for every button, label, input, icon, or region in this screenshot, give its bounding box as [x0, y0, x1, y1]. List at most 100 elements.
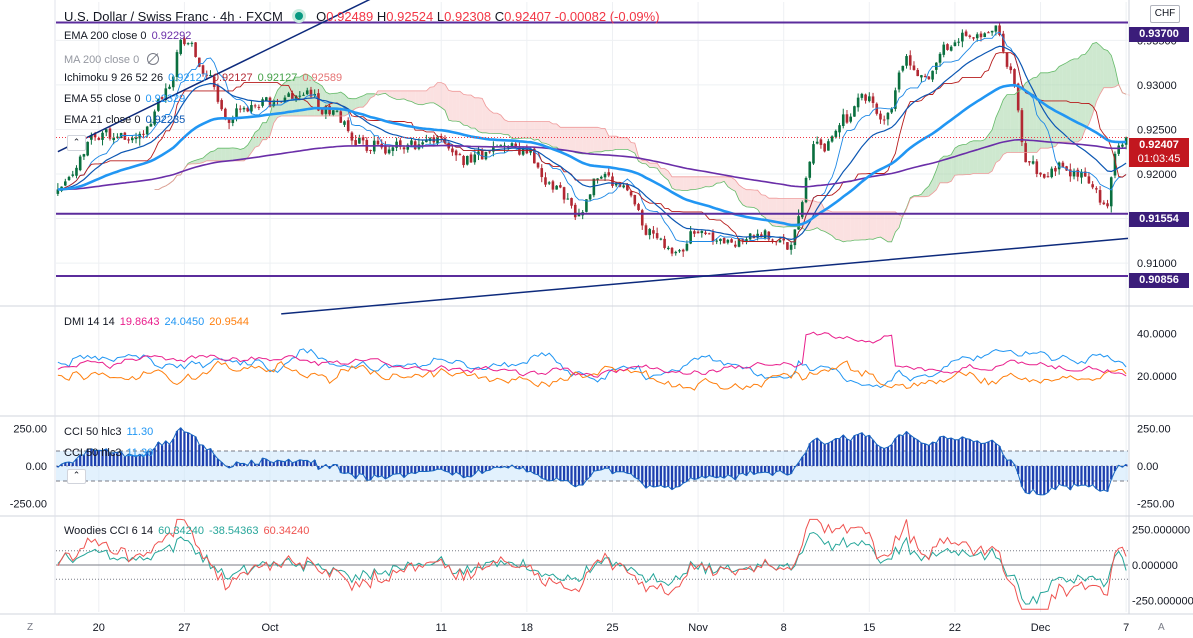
candle-body[interactable]: [681, 249, 685, 252]
candle-body[interactable]: [484, 151, 488, 160]
candle-body[interactable]: [350, 132, 354, 141]
candle-body[interactable]: [335, 110, 339, 112]
dmi-minus-line[interactable]: [57, 360, 1127, 391]
candle-body[interactable]: [536, 162, 540, 168]
candle-body[interactable]: [741, 238, 745, 241]
candle-body[interactable]: [198, 57, 201, 67]
candle-body[interactable]: [868, 96, 871, 102]
candle-body[interactable]: [127, 139, 130, 141]
candle-body[interactable]: [659, 238, 663, 240]
candle-body[interactable]: [469, 154, 473, 163]
candle-body[interactable]: [1091, 184, 1094, 188]
candle-body[interactable]: [1050, 168, 1053, 178]
candle-body[interactable]: [968, 35, 972, 37]
timezone-button[interactable]: Z: [27, 622, 34, 633]
tenkan-line[interactable]: [57, 31, 1127, 243]
candle-body[interactable]: [443, 138, 447, 144]
candle-body[interactable]: [559, 185, 562, 188]
auto-scale-button[interactable]: A: [1158, 622, 1165, 633]
candle-body[interactable]: [931, 70, 934, 80]
ema55-line[interactable]: [57, 83, 1127, 227]
candle-body[interactable]: [492, 146, 495, 152]
candle-body[interactable]: [1009, 66, 1013, 71]
candle-body[interactable]: [216, 85, 220, 102]
candle-body[interactable]: [168, 86, 171, 89]
candle-body[interactable]: [871, 96, 875, 103]
candle-body[interactable]: [1046, 176, 1050, 178]
candle-body[interactable]: [108, 128, 112, 139]
candle-body[interactable]: [268, 97, 272, 107]
candle-body[interactable]: [827, 141, 830, 151]
candle-body[interactable]: [287, 93, 290, 97]
candle-body[interactable]: [879, 113, 882, 120]
candle-body[interactable]: [257, 106, 261, 108]
legend-dmi[interactable]: DMI 14 14 19.8643 24.0450 20.9544: [64, 316, 254, 328]
candle-body[interactable]: [614, 183, 618, 186]
candle-body[interactable]: [990, 30, 994, 33]
candle-body[interactable]: [1121, 144, 1124, 147]
candle-body[interactable]: [1083, 171, 1087, 177]
candle-body[interactable]: [1098, 190, 1102, 203]
senkou-span-a-line[interactable]: [154, 42, 1127, 243]
candle-body[interactable]: [815, 141, 819, 144]
candle-body[interactable]: [972, 37, 975, 39]
candle-body[interactable]: [819, 139, 823, 145]
candle-body[interactable]: [320, 109, 324, 115]
legend-ema200[interactable]: EMA 200 close 0 0.92292: [64, 30, 196, 42]
candle-body[interactable]: [514, 143, 517, 148]
candle-body[interactable]: [801, 202, 804, 218]
candle-body[interactable]: [205, 74, 209, 76]
candle-body[interactable]: [1013, 69, 1016, 85]
candle-body[interactable]: [640, 210, 644, 226]
candle-body[interactable]: [86, 141, 89, 156]
candle-body[interactable]: [302, 94, 305, 96]
legend-ema21[interactable]: EMA 21 close 0 0.92235: [64, 114, 190, 126]
candle-body[interactable]: [674, 251, 678, 254]
candle-body[interactable]: [875, 103, 879, 114]
legend-ema55[interactable]: EMA 55 close 0 0.92329: [64, 93, 190, 105]
candle-body[interactable]: [224, 108, 227, 120]
candle-body[interactable]: [399, 140, 402, 147]
candle-body[interactable]: [983, 33, 986, 37]
candle-body[interactable]: [555, 185, 558, 190]
candle-body[interactable]: [544, 177, 547, 185]
candle-body[interactable]: [573, 204, 577, 218]
candle-body[interactable]: [1124, 137, 1128, 145]
candle-body[interactable]: [339, 111, 343, 123]
candle-body[interactable]: [1109, 177, 1113, 207]
candle-body[interactable]: [901, 65, 905, 71]
candle-body[interactable]: [566, 198, 570, 200]
candle-body[interactable]: [186, 43, 190, 45]
candle-body[interactable]: [648, 229, 651, 236]
candle-body[interactable]: [332, 110, 335, 115]
candle-body[interactable]: [1005, 52, 1009, 67]
candle-body[interactable]: [510, 143, 514, 147]
candle-body[interactable]: [131, 138, 134, 141]
woodies-cci-line[interactable]: [57, 531, 1127, 605]
candle-body[interactable]: [745, 239, 748, 242]
candle-body[interactable]: [1016, 83, 1020, 111]
candle-body[interactable]: [1031, 161, 1035, 164]
candle-body[interactable]: [540, 168, 544, 178]
candle-body[interactable]: [1117, 145, 1120, 154]
candle-body[interactable]: [808, 161, 812, 178]
candle-body[interactable]: [975, 34, 979, 39]
candle-body[interactable]: [626, 184, 629, 191]
candle-body[interactable]: [841, 114, 845, 126]
candle-body[interactable]: [410, 140, 413, 145]
legend-ichimoku[interactable]: Ichimoku 9 26 52 26 0.92127 0.92127 0.92127…: [64, 72, 347, 84]
candle-body[interactable]: [67, 176, 71, 181]
candle-body[interactable]: [462, 156, 465, 166]
candle-body[interactable]: [238, 108, 242, 110]
candle-body[interactable]: [291, 92, 294, 99]
candle-body[interactable]: [387, 149, 391, 154]
candle-body[interactable]: [782, 238, 785, 241]
candle-body[interactable]: [1054, 167, 1057, 172]
candle-body[interactable]: [142, 133, 145, 135]
candle-body[interactable]: [704, 232, 707, 234]
candle-body[interactable]: [518, 147, 521, 155]
candle-body[interactable]: [395, 141, 398, 148]
candle-body[interactable]: [644, 225, 648, 235]
candle-body[interactable]: [324, 106, 328, 114]
candle-body[interactable]: [298, 95, 302, 97]
